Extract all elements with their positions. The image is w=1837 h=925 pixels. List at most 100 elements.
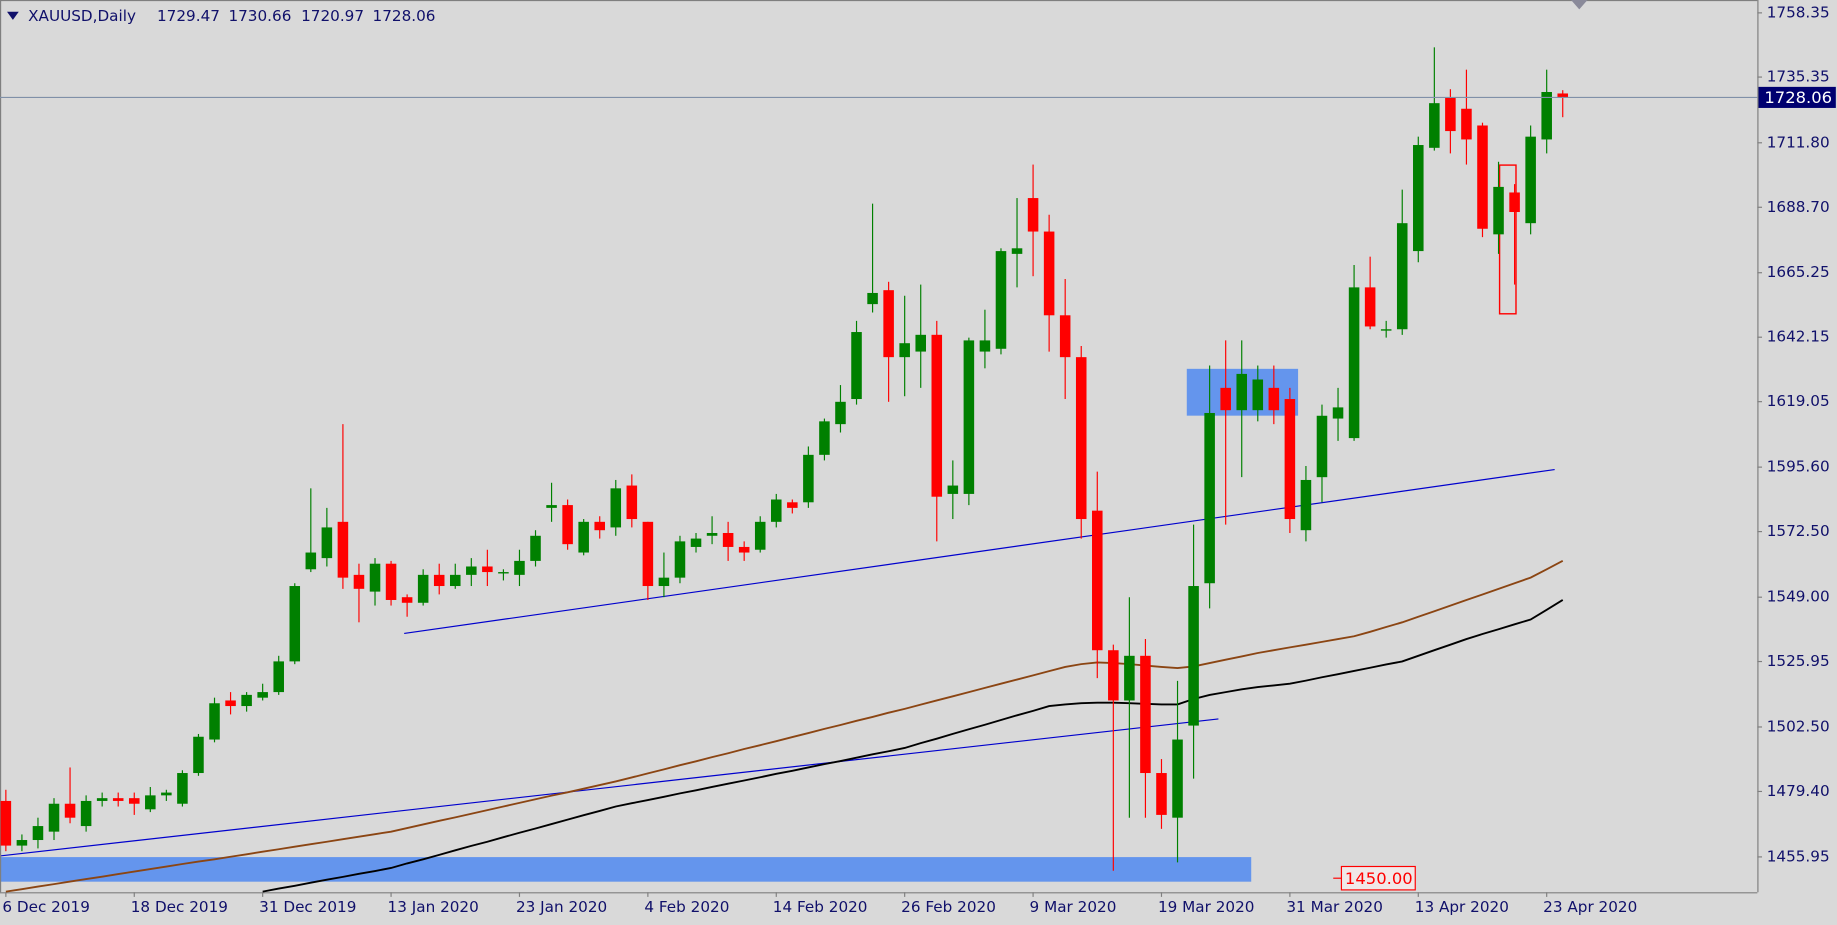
candle-body [16,840,28,846]
candle-body [1011,248,1023,254]
candle-body [1332,407,1344,419]
y-tick-label: 1455.95 [1767,847,1830,865]
candle-body [915,334,926,352]
y-tick-label: 1688.70 [1767,198,1830,216]
shift-marker [1571,0,1588,10]
x-tick-label: 14 Feb 2020 [773,898,868,916]
candle-body [385,563,397,600]
current-price-label: 1728.06 [1764,88,1832,107]
x-tick-label: 23 Apr 2020 [1543,898,1637,916]
candle-body [401,597,413,603]
candle-body [1541,91,1552,140]
x-tick-label: 4 Feb 2020 [644,898,729,916]
candle-body [1252,379,1264,411]
candle-body [819,421,830,455]
candle-body [771,499,782,522]
y-tick-label: 1665.25 [1767,263,1830,281]
support-zone [0,857,1252,882]
candle-body [610,488,622,528]
candle-body [706,532,718,536]
x-tick-label: 23 Jan 2020 [516,898,607,916]
candle-body [273,661,284,693]
candle-body [161,792,172,796]
candle-body [690,538,702,547]
candle-body [1220,387,1231,411]
candle-body [1396,223,1408,330]
candle-body [1284,399,1296,520]
candle-body [145,795,156,810]
x-tick-label: 31 Mar 2020 [1286,898,1383,916]
candle-body [257,692,268,698]
candle-body [498,572,509,574]
candle-body [1477,125,1488,229]
candle-body [1364,287,1376,327]
candle-body [1124,655,1135,701]
candle-body [803,454,814,503]
candle-body [867,292,878,305]
candle-body [482,566,493,573]
header-high: 1730.66 [228,7,291,25]
header-open: 1729.47 [157,7,220,25]
y-tick-label: 1711.80 [1767,133,1830,151]
y-tick-label: 1758.35 [1767,3,1830,21]
candle-body [963,340,975,494]
y-tick-label: 1595.60 [1767,458,1830,476]
y-tick-label: 1525.95 [1767,652,1830,670]
candle-body [1092,510,1103,651]
candle-body [128,798,140,804]
candle-body [209,703,220,740]
x-tick-label: 13 Jan 2020 [388,898,479,916]
candle-body [995,251,1007,349]
candle-body [1140,655,1151,774]
candle-body [48,803,60,832]
candle-body [1268,387,1280,411]
candle-body [1027,198,1039,232]
candle-body [177,773,188,804]
candle-body [1236,373,1248,411]
header-arrow [7,11,19,20]
annotation-box [1340,865,1416,891]
candle-body [514,560,525,575]
candle-body [754,521,766,550]
candle-body [738,546,750,553]
candle-body [674,541,686,578]
candle-body [1461,108,1472,140]
candle-body [1557,93,1569,98]
candle-body [1316,415,1328,478]
candle-body [112,798,124,801]
candle-body [1493,186,1504,235]
candle-body [466,566,477,575]
header-low: 1720.97 [301,7,364,25]
candle-body [1525,136,1536,224]
candle-body [32,826,44,841]
candle-body [337,521,349,578]
highlight-box [1498,164,1517,315]
candle-body [1429,103,1440,148]
candle-body [1445,97,1456,132]
candle-body [578,521,589,553]
candle-body [1348,287,1360,439]
candle-body [321,527,333,559]
x-tick-label: 13 Apr 2020 [1415,898,1509,916]
candle-body [835,401,846,425]
candle-body [225,700,236,707]
moving-average [262,599,1564,893]
candle-body [883,290,894,358]
candle-body [642,521,654,587]
candle-body [1380,329,1392,331]
candle-body [530,535,541,561]
candle-body [787,502,798,508]
y-tick-label: 1549.00 [1767,588,1830,606]
candle-body [1300,479,1312,531]
x-tick-label: 31 Dec 2019 [259,898,356,916]
y-tick-label: 1479.40 [1767,782,1830,800]
candle-body [305,552,317,570]
candle-body [1413,145,1424,252]
y-tick-label: 1572.50 [1767,522,1830,540]
x-tick-label: 19 Mar 2020 [1158,898,1255,916]
candle-body [626,485,638,520]
candle-body [193,736,204,774]
x-tick-label: 26 Feb 2020 [901,898,996,916]
